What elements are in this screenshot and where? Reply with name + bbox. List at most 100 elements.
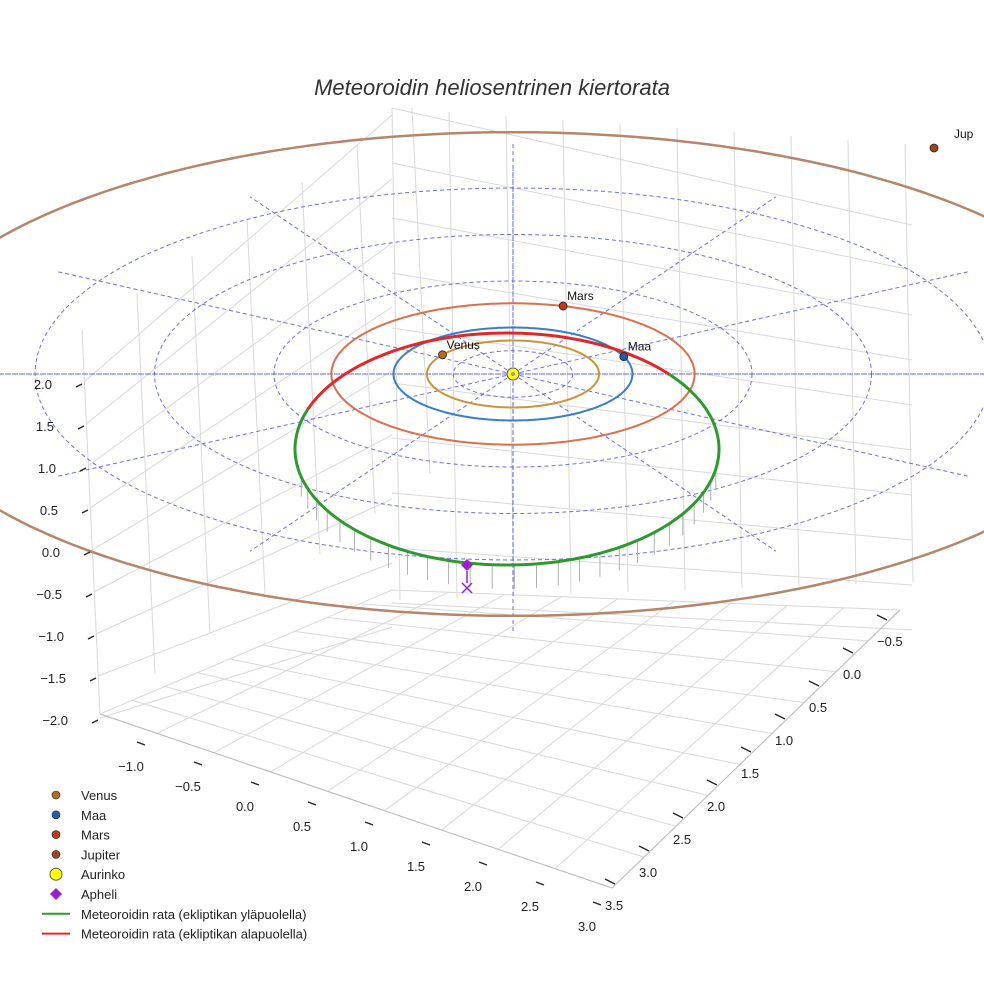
aphelion-marker	[461, 559, 473, 571]
ecliptic-spoke	[512, 373, 969, 477]
grid-line	[391, 437, 913, 496]
grid-line	[89, 306, 393, 509]
z-tick-label: 0.5	[40, 503, 58, 518]
meteoroid-orbit-above	[293, 373, 721, 567]
grid-line	[391, 492, 913, 541]
grid-line	[81, 329, 101, 715]
grid-line	[391, 107, 401, 601]
planet-label-venus: Venus	[447, 338, 480, 352]
y-tick-label: 1.0	[775, 733, 793, 748]
y-tick-mark	[672, 812, 684, 819]
x-tick-label: 1.0	[350, 839, 368, 854]
planet-orbits	[0, 130, 984, 618]
orbit-maa	[392, 326, 634, 422]
y-tick-label: 0.0	[843, 667, 861, 682]
grid-line	[91, 370, 393, 551]
grid-line	[93, 434, 393, 593]
orbit-mars	[330, 302, 696, 446]
ecliptic-spoke	[57, 373, 514, 477]
x-tick-mark	[592, 901, 602, 906]
y-tick-mark	[638, 845, 650, 852]
y-tick-label: 0.5	[809, 700, 827, 715]
legend: Venus Maa Mars Jupiter Aurinko Apheli Meteoroi…	[42, 788, 307, 942]
planet-label-maa: Maa	[628, 340, 652, 354]
z-tick-label: −0.5	[36, 587, 62, 602]
planet-marker-venus	[438, 350, 447, 360]
x-tick-mark	[478, 861, 488, 866]
legend-label: Jupiter	[81, 847, 121, 862]
z-tick-label: 2.0	[34, 377, 52, 392]
grid-line	[83, 114, 393, 383]
x-tick-label: −1.0	[118, 759, 144, 774]
legend-marker	[51, 810, 61, 820]
ecliptic-spoke	[512, 373, 777, 552]
x-tick-label: 1.5	[407, 859, 425, 874]
grid-line	[790, 135, 800, 587]
legend-label: Aurinko	[81, 867, 125, 882]
x-tick-label: 3.0	[578, 919, 596, 934]
grid-line	[391, 217, 913, 316]
meteoroid-orbit	[293, 331, 721, 567]
axis-edge	[99, 713, 613, 889]
orbit-jupiter	[0, 130, 984, 618]
grid-line	[497, 605, 788, 850]
ecliptic-spoke	[512, 271, 969, 375]
x-tick-mark	[535, 881, 545, 886]
grid-line	[270, 596, 562, 773]
y-tick-mark	[808, 680, 820, 687]
x-tick-label: −0.5	[175, 779, 201, 794]
grid-line	[733, 131, 743, 589]
axis-edge	[611, 609, 901, 889]
grid-line	[164, 685, 677, 827]
grid-line	[554, 607, 844, 870]
grid-line	[136, 292, 156, 675]
axes-grid	[81, 107, 914, 889]
grid-line	[904, 143, 914, 583]
x-tick-mark	[193, 761, 203, 766]
grid-line	[391, 327, 913, 406]
x-tick-label: 0.5	[293, 819, 311, 834]
planet-marker-jupiter	[929, 143, 939, 153]
y-tick-label: 2.5	[673, 832, 691, 847]
grid-line	[391, 107, 913, 226]
grid-line	[359, 603, 869, 642]
legend-label: Apheli	[81, 887, 117, 902]
grid-line	[562, 119, 572, 595]
grid-line	[87, 242, 393, 467]
x-tick-label: 0.0	[236, 799, 254, 814]
markers: Venus Maa Mars Jup	[438, 127, 974, 594]
legend-marker	[51, 850, 61, 859]
chart-title: Meteoroidin heliosentrinen kiertorata	[314, 75, 670, 100]
sun-core	[511, 372, 515, 376]
z-tick-label: 1.5	[36, 419, 54, 434]
z-tick-mark	[75, 383, 83, 388]
z-tick-label: −2.0	[42, 713, 68, 728]
grid-line	[229, 658, 741, 765]
y-tick-label: 2.0	[707, 799, 725, 814]
grid-line	[156, 591, 449, 734]
grid-line	[448, 111, 458, 599]
grid-line	[384, 600, 675, 812]
z-tick-mark	[81, 509, 89, 514]
z-tick-label: −1.5	[40, 671, 66, 686]
x-tick-label: 2.0	[464, 879, 482, 894]
grid-line	[191, 255, 211, 635]
legend-label: Meteoroidin rata (ekliptikan yläpuolella…	[81, 907, 306, 922]
grid-line	[847, 139, 857, 585]
grid-line	[301, 181, 321, 555]
planet-marker-maa	[619, 352, 629, 361]
z-tick-label: 0.0	[42, 545, 60, 560]
y-tick-label: 3.5	[605, 898, 623, 913]
orbit-venus	[426, 339, 600, 409]
grid-line	[327, 617, 837, 673]
z-tick-mark	[77, 425, 85, 430]
legend-marker	[51, 830, 61, 839]
meteoroid-orbit-below	[306, 331, 671, 411]
z-tick-label: −1.0	[38, 629, 64, 644]
x-tick-mark	[250, 781, 260, 786]
grid-line	[391, 589, 901, 611]
orbit-drop-lines	[300, 469, 717, 589]
x-tick-mark	[421, 841, 431, 846]
x-tick-mark	[364, 821, 374, 826]
grid-line	[391, 382, 913, 451]
